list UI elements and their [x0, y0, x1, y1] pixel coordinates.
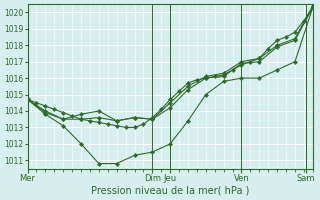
X-axis label: Pression niveau de la mer( hPa ): Pression niveau de la mer( hPa ): [91, 186, 249, 196]
